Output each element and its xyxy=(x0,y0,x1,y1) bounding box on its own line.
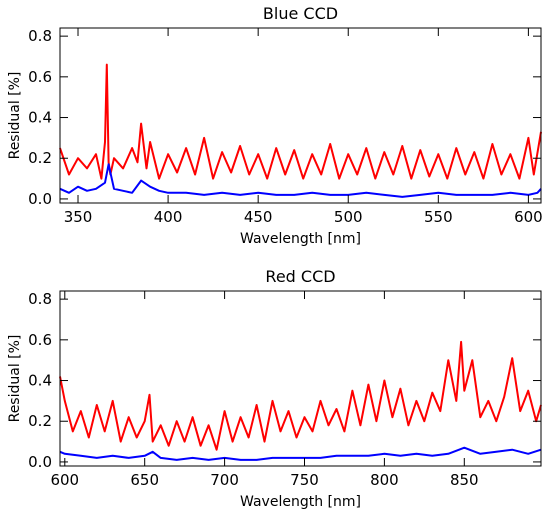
chart-panel-1: 350 400 450 500 550 600 0.0 0.2 0.4 0.6 0.8 Blue CC… xyxy=(7,4,543,247)
series-line-blue xyxy=(59,163,542,198)
y-axis-label: Residual [%] xyxy=(7,335,23,423)
chart-panel-2: 600 650 700 750 800 850 0.0 0.2 0.4 0.6 0.8 Red CCD… xyxy=(7,267,542,510)
series-line-red xyxy=(59,340,542,451)
x-tick-label: 800 xyxy=(370,471,399,489)
y-axis-label: Residual [%] xyxy=(7,72,23,160)
chart-title: Red CCD xyxy=(265,267,335,286)
y-tick-label: 0.8 xyxy=(28,290,52,308)
series-line-blue xyxy=(59,446,542,461)
plot-frame xyxy=(59,27,542,204)
y-tick-label: 0.6 xyxy=(28,68,52,86)
x-tick-label: 850 xyxy=(450,471,479,489)
series-line-red xyxy=(59,63,542,180)
y-tick-label: 0.4 xyxy=(28,372,52,390)
x-tick-label: 750 xyxy=(290,471,319,489)
y-tick-label: 0.8 xyxy=(28,27,52,45)
x-tick-label: 700 xyxy=(210,471,239,489)
x-tick-label: 600 xyxy=(514,208,543,226)
x-tick-label: 650 xyxy=(130,471,159,489)
x-tick-label: 500 xyxy=(334,208,363,226)
x-tick-label: 400 xyxy=(154,208,183,226)
plot-frame xyxy=(59,290,542,467)
x-tick-label: 550 xyxy=(424,208,453,226)
y-tick-label: 0.6 xyxy=(28,331,52,349)
y-tick-label: 0.4 xyxy=(28,109,52,127)
x-tick-label: 600 xyxy=(50,471,79,489)
y-tick-label: 0.2 xyxy=(28,149,52,167)
y-tick-label: 0.0 xyxy=(28,453,52,471)
y-tick-label: 0.0 xyxy=(28,190,52,208)
y-tick-label: 0.2 xyxy=(28,412,52,430)
chart-title: Blue CCD xyxy=(263,4,338,23)
x-axis-label: Wavelength [nm] xyxy=(240,231,361,247)
x-tick-label: 350 xyxy=(64,208,93,226)
x-axis-label: Wavelength [nm] xyxy=(240,494,361,510)
x-tick-label: 450 xyxy=(244,208,273,226)
